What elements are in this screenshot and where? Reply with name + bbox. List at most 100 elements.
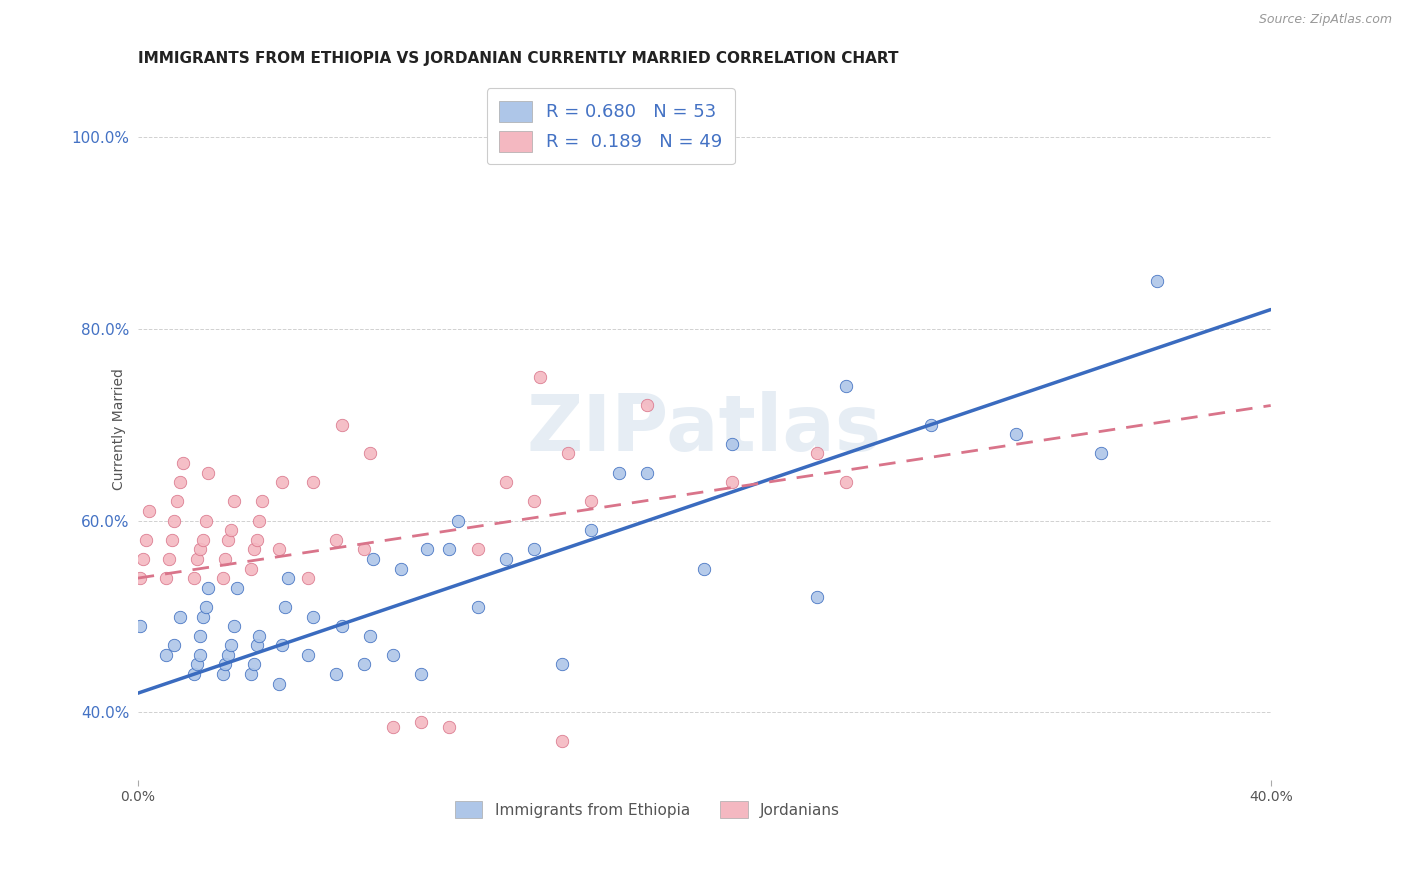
- Point: [217, 533, 239, 547]
- Point: [188, 629, 211, 643]
- Point: [325, 533, 347, 547]
- Point: [219, 638, 242, 652]
- Point: [1004, 427, 1026, 442]
- Point: [389, 561, 412, 575]
- Point: [169, 609, 191, 624]
- Point: [806, 591, 828, 605]
- Point: [222, 494, 245, 508]
- Point: [359, 629, 381, 643]
- Point: [247, 629, 270, 643]
- Point: [219, 523, 242, 537]
- Point: [166, 494, 188, 508]
- Point: [271, 475, 294, 490]
- Point: [277, 571, 299, 585]
- Point: [186, 552, 208, 566]
- Point: [274, 599, 297, 614]
- Point: [325, 667, 347, 681]
- Point: [250, 494, 273, 508]
- Point: [135, 533, 157, 547]
- Point: [269, 676, 291, 690]
- Point: [409, 667, 432, 681]
- Point: [467, 599, 489, 614]
- Point: [269, 542, 291, 557]
- Point: [169, 475, 191, 490]
- Point: [353, 657, 375, 672]
- Point: [495, 552, 517, 566]
- Point: [361, 552, 384, 566]
- Point: [523, 542, 546, 557]
- Point: [188, 648, 211, 662]
- Point: [129, 571, 152, 585]
- Point: [222, 619, 245, 633]
- Point: [129, 619, 152, 633]
- Point: [721, 437, 744, 451]
- Point: [155, 648, 177, 662]
- Point: [381, 648, 404, 662]
- Point: [191, 533, 214, 547]
- Point: [197, 466, 219, 480]
- Point: [607, 466, 630, 480]
- Point: [409, 714, 432, 729]
- Point: [437, 720, 460, 734]
- Point: [191, 609, 214, 624]
- Point: [381, 720, 404, 734]
- Text: ZIPatlas: ZIPatlas: [527, 392, 882, 467]
- Point: [186, 657, 208, 672]
- Point: [551, 657, 574, 672]
- Y-axis label: Currently Married: Currently Married: [112, 368, 127, 491]
- Point: [297, 648, 319, 662]
- Point: [353, 542, 375, 557]
- Point: [835, 475, 858, 490]
- Point: [302, 475, 325, 490]
- Point: [579, 494, 602, 508]
- Text: Source: ZipAtlas.com: Source: ZipAtlas.com: [1258, 13, 1392, 27]
- Point: [247, 514, 270, 528]
- Point: [579, 523, 602, 537]
- Point: [239, 667, 262, 681]
- Point: [242, 657, 264, 672]
- Point: [529, 369, 551, 384]
- Point: [211, 571, 233, 585]
- Point: [557, 446, 579, 460]
- Text: IMMIGRANTS FROM ETHIOPIA VS JORDANIAN CURRENTLY MARRIED CORRELATION CHART: IMMIGRANTS FROM ETHIOPIA VS JORDANIAN CU…: [138, 51, 898, 66]
- Point: [132, 552, 155, 566]
- Point: [163, 514, 186, 528]
- Point: [637, 399, 659, 413]
- Point: [437, 542, 460, 557]
- Point: [920, 417, 942, 432]
- Point: [523, 494, 546, 508]
- Point: [217, 648, 239, 662]
- Point: [214, 657, 236, 672]
- Point: [194, 599, 217, 614]
- Point: [163, 638, 186, 652]
- Point: [447, 514, 470, 528]
- Point: [211, 667, 233, 681]
- Point: [415, 542, 437, 557]
- Point: [297, 571, 319, 585]
- Point: [183, 667, 205, 681]
- Point: [271, 638, 294, 652]
- Point: [467, 542, 489, 557]
- Point: [330, 619, 353, 633]
- Point: [245, 638, 267, 652]
- Point: [1146, 274, 1168, 288]
- Point: [172, 456, 194, 470]
- Point: [242, 542, 264, 557]
- Point: [188, 542, 211, 557]
- Point: [214, 552, 236, 566]
- Point: [183, 571, 205, 585]
- Legend: Immigrants from Ethiopia, Jordanians: Immigrants from Ethiopia, Jordanians: [449, 795, 846, 824]
- Point: [157, 552, 180, 566]
- Point: [245, 533, 267, 547]
- Point: [806, 446, 828, 460]
- Point: [637, 466, 659, 480]
- Point: [160, 533, 183, 547]
- Point: [239, 561, 262, 575]
- Point: [302, 609, 325, 624]
- Point: [225, 581, 247, 595]
- Point: [835, 379, 858, 393]
- Point: [495, 475, 517, 490]
- Point: [693, 561, 716, 575]
- Point: [138, 504, 160, 518]
- Point: [194, 514, 217, 528]
